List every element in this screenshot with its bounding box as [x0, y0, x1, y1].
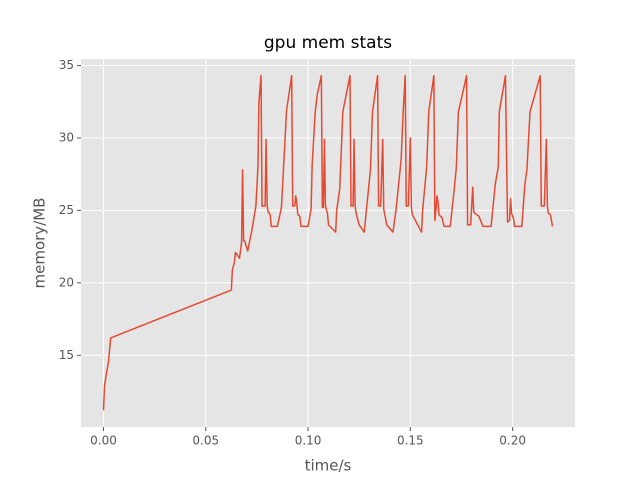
x-axis-label: time/s: [305, 457, 352, 475]
chart-title: gpu mem stats: [264, 33, 392, 53]
y-tick-label: 25: [59, 203, 74, 217]
y-tick-label: 30: [59, 130, 74, 144]
y-tick-label: 15: [59, 348, 74, 362]
y-axis-label: memory/MB: [31, 198, 49, 289]
x-tick-label: 0.10: [295, 434, 322, 448]
x-tick-label: 0.15: [397, 434, 424, 448]
y-tick-label: 20: [59, 275, 74, 289]
x-tick-label: 0.20: [499, 434, 526, 448]
plot-area: [81, 59, 575, 427]
data-line: [102, 74, 554, 411]
x-tick-label: 0.05: [192, 434, 219, 448]
x-tick-label: 0.00: [90, 434, 117, 448]
y-tick-label: 35: [59, 58, 74, 72]
